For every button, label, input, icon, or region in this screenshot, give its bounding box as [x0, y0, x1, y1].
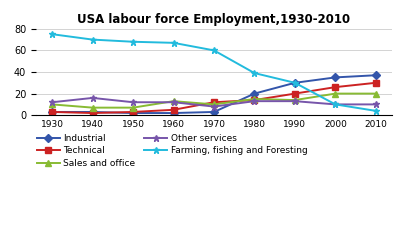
- Sales and office: [252, 97, 257, 100]
- Sales and office: [50, 103, 54, 106]
- Farming, fishing and Foresting: [252, 72, 257, 74]
- Industrial: [374, 74, 378, 77]
- Technical: [333, 86, 338, 89]
- Other services: [212, 105, 216, 108]
- Technical: [131, 110, 136, 113]
- Farming, fishing and Foresting: [50, 33, 54, 36]
- Other services: [90, 96, 95, 99]
- Line: Sales and office: Sales and office: [50, 91, 378, 110]
- Industrial: [333, 76, 338, 79]
- Sales and office: [131, 106, 136, 109]
- Sales and office: [171, 100, 176, 103]
- Technical: [50, 110, 54, 113]
- Other services: [171, 101, 176, 104]
- Industrial: [252, 92, 257, 95]
- Sales and office: [333, 92, 338, 95]
- Sales and office: [292, 99, 297, 102]
- Other services: [131, 101, 136, 104]
- Sales and office: [212, 103, 216, 106]
- Industrial: [171, 112, 176, 114]
- Farming, fishing and Foresting: [374, 109, 378, 112]
- Industrial: [212, 110, 216, 113]
- Farming, fishing and Foresting: [90, 38, 95, 41]
- Other services: [333, 103, 338, 106]
- Technical: [292, 92, 297, 95]
- Other services: [252, 100, 257, 103]
- Other services: [292, 100, 297, 103]
- Industrial: [90, 110, 95, 113]
- Farming, fishing and Foresting: [131, 40, 136, 43]
- Line: Industrial: Industrial: [50, 72, 378, 116]
- Sales and office: [90, 106, 95, 109]
- Farming, fishing and Foresting: [292, 81, 297, 84]
- Line: Technical: Technical: [50, 80, 378, 116]
- Title: USA labour force Employment,1930-2010: USA labour force Employment,1930-2010: [78, 13, 350, 26]
- Industrial: [50, 110, 54, 113]
- Technical: [212, 101, 216, 104]
- Legend: Industrial, Technical, Sales and office, Other services, Farming, fishing and Fo: Industrial, Technical, Sales and office,…: [33, 130, 311, 172]
- Farming, fishing and Foresting: [333, 103, 338, 106]
- Industrial: [292, 81, 297, 84]
- Technical: [171, 108, 176, 111]
- Line: Farming, fishing and Foresting: Farming, fishing and Foresting: [49, 31, 379, 114]
- Technical: [252, 99, 257, 102]
- Other services: [50, 101, 54, 104]
- Other services: [374, 103, 378, 106]
- Technical: [90, 112, 95, 114]
- Farming, fishing and Foresting: [171, 41, 176, 44]
- Line: Other services: Other services: [49, 95, 379, 110]
- Sales and office: [374, 92, 378, 95]
- Technical: [374, 81, 378, 84]
- Industrial: [131, 112, 136, 114]
- Farming, fishing and Foresting: [212, 49, 216, 52]
